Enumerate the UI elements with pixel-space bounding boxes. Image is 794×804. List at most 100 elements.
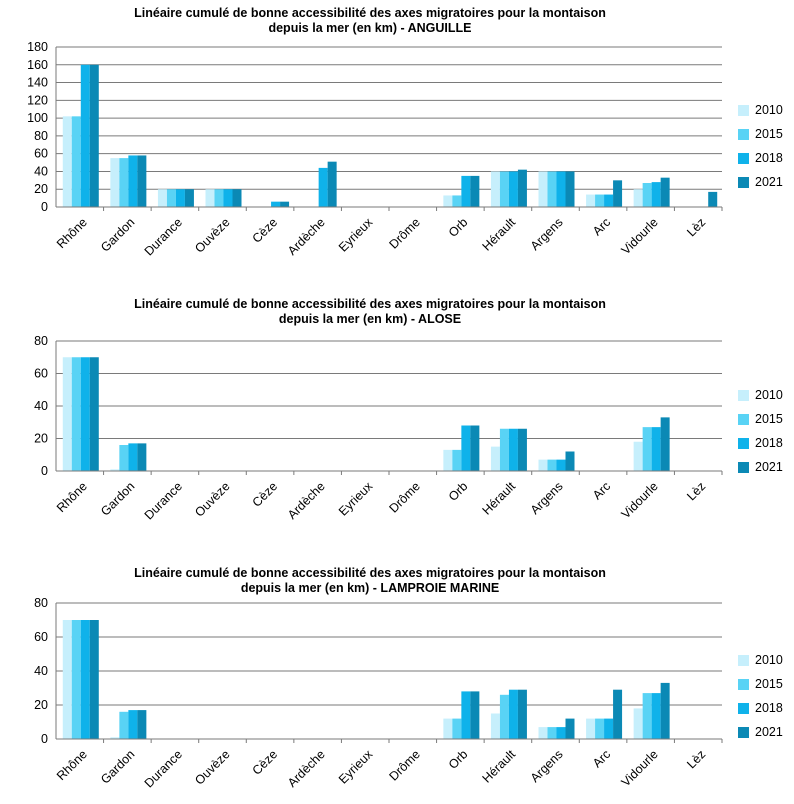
- bar-rhone-2021: [89, 64, 99, 208]
- chart-title: Linéaire cumulé de bonne accessibilité d…: [60, 6, 680, 36]
- legend-label-2018: 2018: [755, 701, 783, 715]
- x-tick-label-lez: Lèz: [684, 215, 708, 239]
- y-tick-label: 20: [34, 432, 48, 446]
- bar-durance-2015: [166, 189, 176, 207]
- x-tick-label-ouveze: Ouvèze: [192, 747, 232, 787]
- bar-gardon-2015: [119, 711, 129, 739]
- bar-orb-2015: [452, 449, 462, 471]
- bar-vidourle-2021: [660, 417, 670, 471]
- bar-rhone-2015: [71, 116, 81, 207]
- legend-item-2015: 2015: [738, 407, 794, 431]
- legend-swatch-2015: [738, 413, 749, 425]
- bar-chart-alose: 0 20 40 60 80 Rhône Gardon Durance Ouvèze Cèze Ard…: [34, 334, 723, 523]
- y-tick-label: 60: [34, 630, 48, 644]
- bar-rhone-2018: [80, 620, 90, 739]
- legend-label-2021: 2021: [755, 460, 783, 474]
- bar-orb-2015: [452, 195, 462, 207]
- chart-panel-anguille: Linéaire cumulé de bonne accessibilité d…: [0, 0, 794, 268]
- y-tick-label: 80: [34, 334, 48, 348]
- bar-arc-2021: [613, 689, 623, 739]
- y-tick-label: 0: [41, 464, 48, 478]
- bar-arc-2021: [613, 180, 623, 207]
- bar-orb-2018: [461, 175, 471, 207]
- bar-arc-2018: [604, 194, 614, 207]
- bar-orb-2021: [470, 425, 480, 471]
- x-tick-label-ceze: Cèze: [250, 215, 281, 246]
- x-tick-label-argens: Argens: [528, 747, 566, 785]
- legend-label-2015: 2015: [755, 127, 783, 141]
- bar-vidourle-2021: [660, 177, 670, 207]
- legend-label-2015: 2015: [755, 412, 783, 426]
- x-tick-label-ouveze: Ouvèze: [192, 215, 232, 255]
- x-tick-label-drome: Drôme: [386, 479, 422, 515]
- legend-label-2021: 2021: [755, 725, 783, 739]
- y-tick-label: 40: [34, 164, 48, 178]
- bar-orb-2021: [470, 175, 480, 207]
- bar-argens-2018: [556, 727, 566, 739]
- bar-lez-2021: [708, 191, 718, 207]
- bar-vidourle-2021: [660, 682, 670, 739]
- x-tick-label-eyrieux: Eyrieux: [336, 215, 376, 255]
- bar-gardon-2021: [137, 155, 147, 207]
- legend-item-2018: 2018: [738, 696, 794, 720]
- legend-item-2015: 2015: [738, 122, 794, 146]
- x-tick-label-vidourle: Vidourle: [619, 747, 661, 789]
- y-tick-label: 60: [34, 367, 48, 381]
- bar-argens-2021: [565, 451, 575, 471]
- chart-panel-alose: Linéaire cumulé de bonne accessibilité d…: [0, 268, 794, 536]
- legend-item-2010: 2010: [738, 383, 794, 407]
- legend-swatch-2021: [738, 461, 749, 473]
- x-tick-label-ceze: Cèze: [250, 479, 281, 510]
- x-tick-label-herault: Hérault: [480, 479, 519, 518]
- x-tick-label-drome: Drôme: [386, 215, 422, 251]
- bar-herault-2021: [517, 689, 527, 739]
- legend-swatch-2010: [738, 104, 749, 116]
- bar-orb-2010: [443, 449, 453, 471]
- bar-vidourle-2015: [642, 183, 652, 207]
- bar-durance-2018: [175, 189, 185, 207]
- x-tick-label-durance: Durance: [142, 215, 185, 258]
- bar-herault-2015: [499, 694, 509, 739]
- x-tick-label-ardeche: Ardèche: [285, 747, 328, 790]
- bar-herault-2018: [508, 428, 518, 471]
- bar-arc-2015: [595, 194, 605, 207]
- y-tick-label: 120: [27, 93, 48, 107]
- x-tick-label-herault: Hérault: [480, 215, 519, 254]
- legend-item-2015: 2015: [738, 672, 794, 696]
- bar-argens-2010: [538, 727, 548, 739]
- bar-orb-2010: [443, 718, 453, 739]
- bar-argens-2015: [547, 727, 557, 739]
- x-tick-label-gardon: Gardon: [98, 479, 137, 518]
- y-tick-label: 0: [41, 200, 48, 214]
- x-tick-label-durance: Durance: [142, 747, 185, 790]
- bar-gardon-2010: [110, 469, 120, 471]
- x-tick-label-orb: Orb: [446, 215, 471, 240]
- chart-title-line-1: Linéaire cumulé de bonne accessibilité d…: [134, 6, 606, 20]
- chart-title-line-2: depuis la mer (en km) - LAMPROIE MARINE: [240, 581, 500, 595]
- bar-ouveze-2021: [232, 189, 242, 207]
- bar-rhone-2015: [71, 620, 81, 739]
- bar-argens-2010: [538, 459, 548, 471]
- bar-orb-2010: [443, 195, 453, 207]
- legend-item-2021: 2021: [738, 455, 794, 479]
- bar-ouveze-2015: [214, 189, 224, 207]
- x-tick-label-drome: Drôme: [386, 747, 422, 783]
- bar-rhone-2010: [62, 116, 72, 207]
- bar-argens-2015: [547, 171, 557, 207]
- legend-item-2021: 2021: [738, 720, 794, 744]
- bar-rhone-2018: [80, 357, 90, 471]
- y-tick-label: 100: [27, 111, 48, 125]
- y-tick-label: 40: [34, 399, 48, 413]
- chart-legend: 2010 2015 2018 2021: [738, 648, 794, 744]
- y-tick-label: 0: [41, 732, 48, 746]
- legend-swatch-2021: [738, 726, 749, 738]
- x-tick-label-orb: Orb: [446, 479, 471, 504]
- chart-title-line-2: depuis la mer (en km) - ALOSE: [278, 312, 462, 326]
- bar-gardon-2010: [110, 737, 120, 739]
- bar-chart-lamproie-marine: 0 20 40 60 80 Rhône Gardon Durance Ouvèze Cèze Ard…: [34, 596, 723, 791]
- bar-herault-2015: [499, 428, 509, 471]
- y-tick-label: 80: [34, 129, 48, 143]
- bar-gardon-2015: [119, 445, 129, 471]
- chart-title-line-1: Linéaire cumulé de bonne accessibilité d…: [134, 566, 606, 580]
- bar-vidourle-2018: [651, 427, 661, 471]
